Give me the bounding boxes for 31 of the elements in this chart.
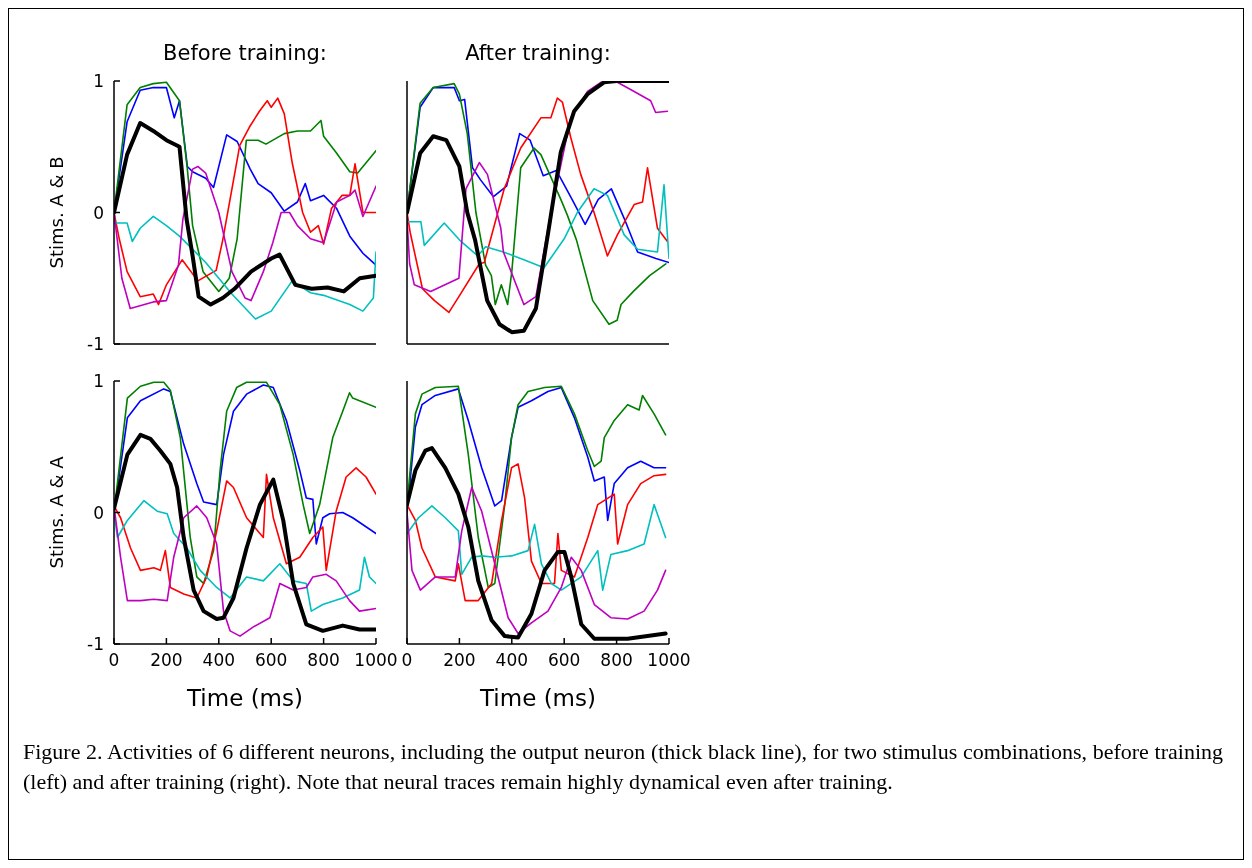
y-tick-label: 0	[93, 202, 104, 223]
y-axis-title: Stims. A & B	[46, 156, 68, 269]
line-series	[114, 505, 376, 637]
x-axis-title: Time (ms)	[479, 685, 596, 711]
line-series	[114, 215, 376, 320]
chart-title: Before training:	[162, 40, 328, 67]
line-series	[114, 466, 376, 599]
chart-title: After training:	[464, 40, 612, 67]
y-tick-label: 1	[93, 71, 104, 92]
x-tick-label: 1000	[647, 650, 691, 671]
y-tick-label: -1	[87, 334, 104, 355]
y-tick-label: 1	[93, 371, 104, 392]
x-tick-label: 800	[307, 650, 340, 671]
x-tick-label: 600	[547, 650, 581, 671]
line-series	[114, 381, 376, 585]
x-tick-label: 600	[254, 650, 288, 671]
y-tick-label: 0	[93, 502, 104, 523]
x-tick-label: 800	[600, 650, 633, 671]
x-tick-label: 0	[108, 650, 120, 671]
caption: Figure 2. Activities of 6 different neurons, including the output neuron (thick black line), for two stimulus combinations, before training (left) and after training (right). Note that neural traces remain highly dynamical even after training.	[23, 738, 1223, 796]
y-tick-label: -1	[87, 634, 104, 655]
y-axis-title: Stims. A & A	[46, 455, 68, 569]
x-tick-label: 400	[202, 650, 236, 671]
x-tick-label: 200	[443, 650, 476, 671]
line-series	[114, 499, 376, 612]
x-axis-title: Time (ms)	[186, 685, 303, 711]
line-series	[114, 165, 376, 310]
x-tick-label: 1000	[354, 650, 398, 671]
x-tick-label: 0	[401, 650, 413, 671]
x-tick-label: 200	[150, 650, 183, 671]
x-tick-label: 400	[495, 650, 529, 671]
